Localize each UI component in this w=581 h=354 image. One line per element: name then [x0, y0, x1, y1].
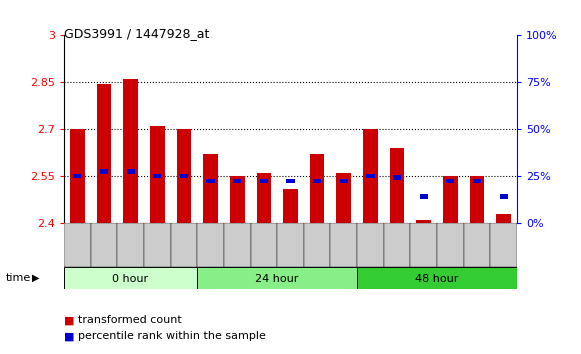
Bar [283, 189, 298, 223]
Bar [171, 223, 197, 267]
Bar [496, 213, 511, 223]
Text: 24 hour: 24 hour [256, 274, 299, 284]
Bar [73, 174, 81, 178]
Bar [331, 223, 357, 267]
Bar [260, 179, 268, 183]
Bar [390, 148, 404, 223]
Text: percentile rank within the sample: percentile rank within the sample [78, 331, 266, 341]
Bar [180, 174, 188, 178]
Bar [393, 176, 401, 180]
Bar [500, 194, 508, 199]
Bar [470, 176, 485, 223]
Bar [70, 129, 85, 223]
Bar [367, 174, 375, 178]
Bar [340, 179, 348, 183]
Bar [206, 179, 214, 183]
Text: GDS3991 / 1447928_at: GDS3991 / 1447928_at [64, 27, 209, 40]
Bar [384, 223, 410, 267]
Bar [357, 223, 384, 267]
Bar [313, 179, 321, 183]
Text: transformed count: transformed count [78, 315, 182, 325]
Bar [64, 223, 91, 267]
Text: time: time [6, 273, 31, 283]
Bar [203, 154, 218, 223]
Text: 0 hour: 0 hour [113, 274, 149, 284]
Bar [150, 126, 164, 223]
Bar [277, 223, 304, 267]
Text: ■: ■ [64, 331, 74, 341]
Bar [100, 169, 108, 173]
Bar [96, 84, 111, 223]
Bar [64, 267, 197, 289]
Bar [446, 179, 454, 183]
Text: ▶: ▶ [32, 273, 40, 283]
Bar [410, 223, 437, 267]
Bar [304, 223, 331, 267]
Bar [473, 179, 481, 183]
Bar [363, 129, 378, 223]
Text: ■: ■ [64, 315, 74, 325]
Bar [336, 173, 351, 223]
Bar [256, 173, 271, 223]
Bar [123, 79, 138, 223]
Bar [286, 179, 295, 183]
Bar [233, 179, 241, 183]
Bar [177, 129, 191, 223]
Bar [490, 223, 517, 267]
Bar [91, 223, 117, 267]
Bar [419, 194, 428, 199]
Bar [417, 220, 431, 223]
Bar [197, 267, 357, 289]
Bar [464, 223, 490, 267]
Bar [357, 267, 517, 289]
Bar [443, 176, 458, 223]
Bar [153, 174, 162, 178]
Bar [250, 223, 277, 267]
Bar [117, 223, 144, 267]
Bar [310, 154, 325, 223]
Bar [144, 223, 171, 267]
Bar [127, 169, 135, 173]
Text: 48 hour: 48 hour [415, 274, 459, 284]
Bar [197, 223, 224, 267]
Bar [437, 223, 464, 267]
Bar [224, 223, 250, 267]
Bar [230, 176, 245, 223]
